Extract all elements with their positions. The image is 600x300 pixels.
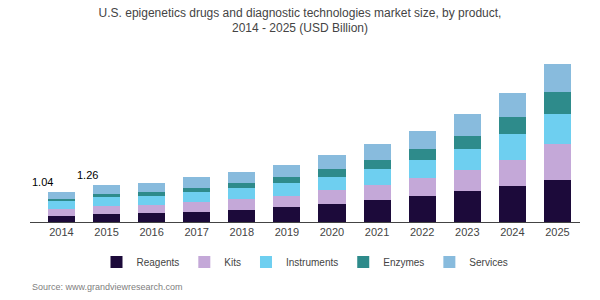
svg-text:U.S. epigenetics drugs and dia: U.S. epigenetics drugs and diagnostic te… (99, 6, 502, 36)
svg-text:2024: 2024 (500, 226, 524, 238)
svg-text:Services: Services (469, 257, 507, 268)
svg-text:2014: 2014 (49, 226, 73, 238)
svg-text:2023: 2023 (455, 226, 479, 238)
svg-text:1.26: 1.26 (77, 169, 98, 181)
svg-text:2016: 2016 (139, 226, 163, 238)
svg-text:2025: 2025 (545, 226, 569, 238)
svg-text:Kits: Kits (224, 257, 241, 268)
svg-text:2015: 2015 (94, 226, 118, 238)
svg-text:Source: www.grandviewresearch.: Source: www.grandviewresearch.com (32, 282, 183, 292)
svg-text:Reagents: Reagents (137, 257, 180, 268)
svg-text:1.04: 1.04 (32, 176, 53, 188)
svg-text:2020: 2020 (320, 226, 344, 238)
svg-text:2019: 2019 (275, 226, 299, 238)
svg-text:Instruments: Instruments (286, 257, 338, 268)
svg-text:2018: 2018 (230, 226, 254, 238)
svg-text:2017: 2017 (184, 226, 208, 238)
svg-text:Enzymes: Enzymes (383, 257, 424, 268)
svg-text:2022: 2022 (410, 226, 434, 238)
svg-text:2021: 2021 (365, 226, 389, 238)
